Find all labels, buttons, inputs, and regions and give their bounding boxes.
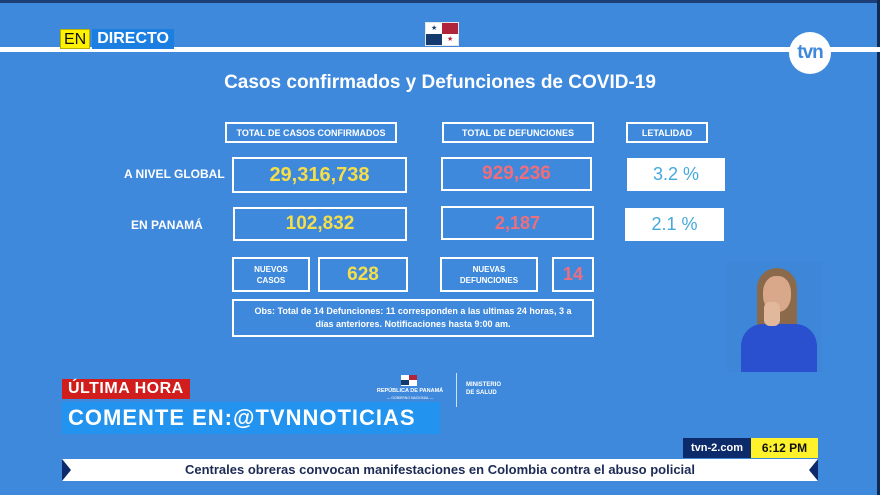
row-label-panama: EN PANAMÁ [131,218,203,232]
news-ticker: Centrales obreras convocan manifestacion… [62,459,818,481]
panama-deaths-value: 2,187 [441,206,594,240]
panama-cases-value: 102,832 [233,207,407,241]
blue-star-icon: ★ [431,25,438,32]
top-edge [0,0,880,3]
panama-flag-icon: ★ ★ [425,22,459,46]
website-label: tvn-2.com [683,438,751,458]
observation-note-line2: días anteriores. Notificaciones hasta 9:… [315,319,511,329]
ministry-line2: DE SALUD [466,390,497,396]
ministry-of-health-logo: REPÚBLICA DE PANAMÁ — GOBIERNO NACIONAL … [368,373,518,409]
ministry-line1: MINISTERIO [466,382,502,388]
panama-lethality-value: 2.1 % [625,208,724,241]
right-edge [877,0,880,495]
republic-label: REPÚBLICA DE PANAMÁ [376,388,444,394]
live-badge-en: EN [60,29,91,49]
government-subtitle: — GOBIERNO NACIONAL — [386,396,434,400]
infographic-title-text: Casos confirmados y Defunciones de COVID… [224,72,656,93]
global-cases-value: 29,316,738 [232,157,407,193]
new-cases-value: 628 [318,257,408,292]
ministry-label: MINISTERIO DE SALUD [466,381,501,397]
tvn-logo-icon: tvn [789,32,831,74]
new-deaths-value: 14 [552,257,594,292]
ticker-text: Centrales obreras convocan manifestacion… [184,462,696,477]
infographic-title: Casos confirmados y Defunciones de COVID… [0,72,880,94]
breaking-news-badge: ÚLTIMA HORA [62,379,190,399]
new-deaths-label: NUEVAS DEFUNCIONES [440,257,538,292]
header-total-deaths: TOTAL DE DEFUNCIONES [442,122,594,143]
header-rule [0,47,880,52]
observation-note: Obs: Total de 14 Defunciones: 11 corresp… [232,299,594,337]
global-deaths-value: 929,236 [441,157,592,191]
ticker-left-arrow-icon [62,459,71,481]
new-cases-label-line1: NUEVOS [254,264,288,274]
row-label-global: A NIVEL GLOBAL [124,167,225,181]
observation-note-line1: Obs: Total de 14 Defunciones: 11 corresp… [254,306,572,316]
logo-divider [456,373,457,407]
tvn-logo-text: tvn [797,42,823,63]
header-lethality: LETALIDAD [626,122,708,143]
mini-panama-flag-icon [401,375,417,386]
clock: 6:12 PM [751,438,818,458]
sign-language-interpreter [727,262,822,372]
new-deaths-label-line2: DEFUNCIONES [459,275,519,285]
live-badge: EN DIRECTO [60,29,174,49]
global-lethality-value: 3.2 % [627,158,725,191]
new-cases-label: NUEVOS CASOS [232,257,310,292]
ticker-right-arrow-icon [809,459,818,481]
live-badge-label: DIRECTO [92,29,174,49]
new-cases-label-line2: CASOS [256,275,286,285]
comment-banner: COMENTE EN:@TVNNOTICIAS [62,402,440,434]
new-deaths-label-line1: NUEVAS [472,264,506,274]
header-total-cases: TOTAL DE CASOS CONFIRMADOS [225,122,397,143]
red-star-icon: ★ [447,36,454,43]
